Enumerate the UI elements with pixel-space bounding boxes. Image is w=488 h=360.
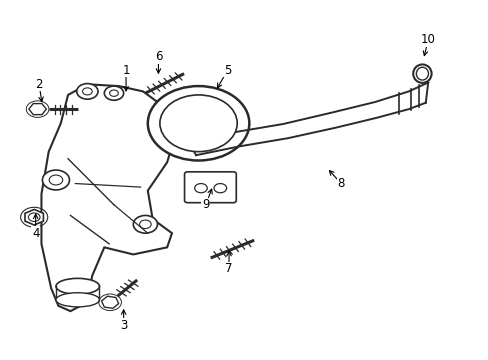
FancyBboxPatch shape xyxy=(184,172,236,203)
Text: 2: 2 xyxy=(35,78,42,91)
Text: 6: 6 xyxy=(154,50,162,63)
Circle shape xyxy=(147,86,249,161)
Text: 8: 8 xyxy=(337,177,344,190)
Text: 5: 5 xyxy=(224,64,231,77)
Circle shape xyxy=(139,220,151,229)
Circle shape xyxy=(49,175,62,185)
Circle shape xyxy=(42,170,69,190)
Ellipse shape xyxy=(412,64,431,83)
Circle shape xyxy=(104,86,123,100)
Text: 7: 7 xyxy=(225,262,232,275)
Circle shape xyxy=(109,90,118,96)
Ellipse shape xyxy=(56,278,99,294)
Circle shape xyxy=(133,215,157,233)
Text: 3: 3 xyxy=(120,319,127,332)
Ellipse shape xyxy=(415,67,427,80)
Circle shape xyxy=(77,84,98,99)
Text: 9: 9 xyxy=(202,198,209,211)
Circle shape xyxy=(160,95,237,152)
Text: 10: 10 xyxy=(420,33,435,46)
Circle shape xyxy=(28,213,40,221)
Text: 4: 4 xyxy=(32,227,40,240)
Circle shape xyxy=(82,88,92,95)
Text: 1: 1 xyxy=(122,64,129,77)
Polygon shape xyxy=(41,84,177,311)
Circle shape xyxy=(194,184,207,193)
Circle shape xyxy=(214,184,226,193)
Ellipse shape xyxy=(56,293,99,307)
